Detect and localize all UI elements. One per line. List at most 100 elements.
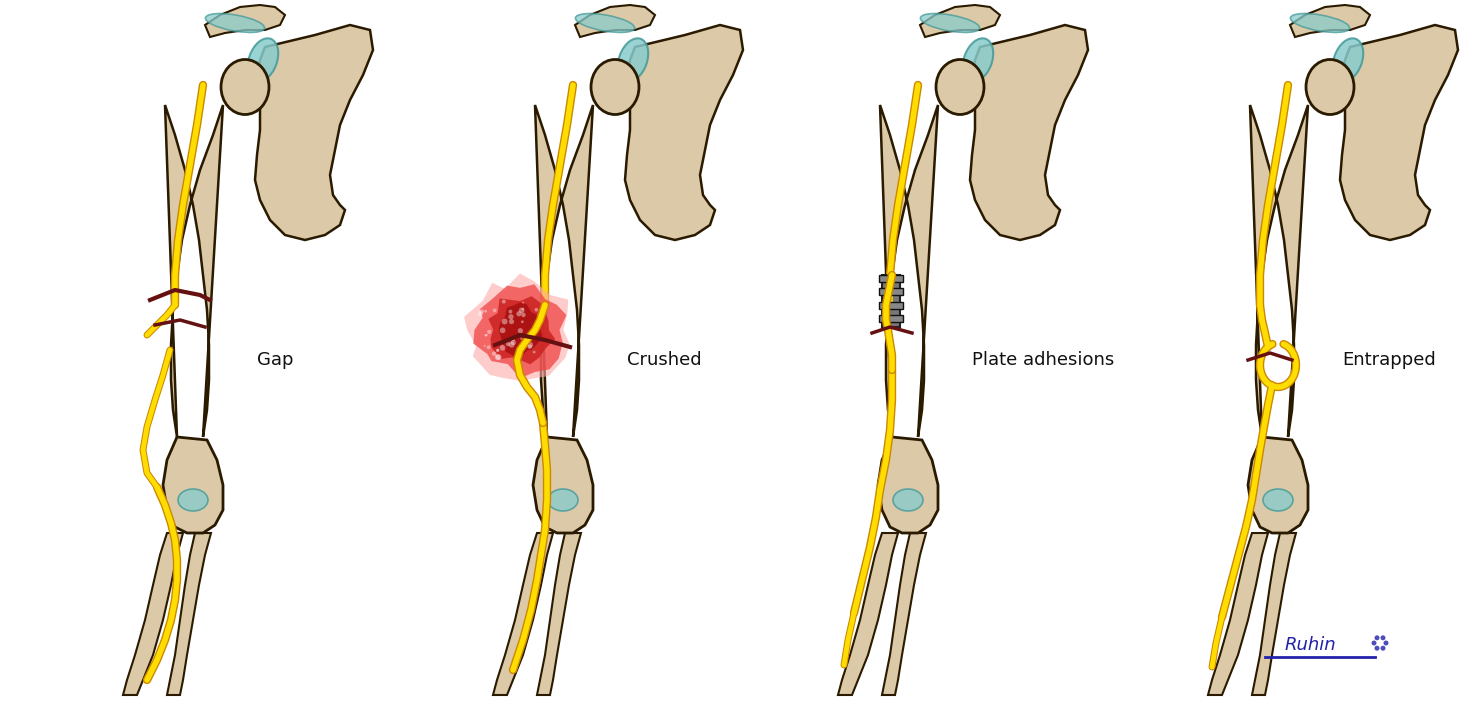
Ellipse shape [882,595,894,635]
Polygon shape [499,302,543,358]
Ellipse shape [521,338,522,340]
Bar [879,288,903,295]
Ellipse shape [484,310,487,312]
Ellipse shape [576,14,635,33]
Ellipse shape [617,38,648,82]
Polygon shape [1291,5,1370,37]
Ellipse shape [534,326,537,328]
Ellipse shape [1375,635,1379,640]
Ellipse shape [167,595,178,635]
Polygon shape [493,533,554,695]
Ellipse shape [591,59,639,115]
Ellipse shape [508,314,514,320]
Text: Ruhin: Ruhin [1285,636,1336,654]
Ellipse shape [509,319,514,324]
Polygon shape [167,533,212,695]
Ellipse shape [505,339,508,341]
Ellipse shape [1384,640,1388,645]
Bar [879,315,903,322]
Ellipse shape [511,340,517,345]
Text: Plate adhesions: Plate adhesions [972,351,1114,369]
Ellipse shape [509,310,512,313]
Ellipse shape [1375,646,1379,651]
Polygon shape [838,533,898,695]
Ellipse shape [496,355,502,360]
Ellipse shape [527,342,533,348]
Ellipse shape [935,59,984,115]
Ellipse shape [484,345,485,347]
Ellipse shape [1305,59,1354,115]
Ellipse shape [963,38,993,82]
Ellipse shape [480,310,484,314]
Polygon shape [878,437,938,533]
Polygon shape [123,533,184,695]
Polygon shape [163,437,223,533]
Ellipse shape [500,345,506,351]
Polygon shape [255,25,373,240]
Polygon shape [1339,25,1458,240]
Ellipse shape [522,302,524,304]
Polygon shape [1251,105,1308,437]
Ellipse shape [1252,595,1264,635]
Ellipse shape [521,320,524,323]
Polygon shape [465,273,570,381]
Polygon shape [881,105,938,437]
Ellipse shape [892,489,924,511]
Polygon shape [625,25,743,240]
Ellipse shape [494,355,500,360]
Ellipse shape [533,326,536,328]
Ellipse shape [206,14,265,33]
Ellipse shape [496,349,499,352]
Ellipse shape [548,489,579,511]
Bar [879,302,903,309]
Polygon shape [534,105,593,437]
Ellipse shape [518,328,522,334]
Ellipse shape [521,312,525,317]
Polygon shape [1248,437,1308,533]
Polygon shape [882,275,900,327]
Polygon shape [921,5,1000,37]
Ellipse shape [517,311,521,316]
Ellipse shape [178,489,209,511]
Ellipse shape [493,308,497,312]
Ellipse shape [491,352,496,356]
Ellipse shape [502,299,506,304]
Ellipse shape [537,595,548,635]
Ellipse shape [1372,640,1376,645]
Ellipse shape [1381,635,1385,640]
Ellipse shape [496,349,499,352]
Ellipse shape [519,307,524,313]
Ellipse shape [522,307,524,310]
Text: Entrapped: Entrapped [1342,351,1436,369]
Ellipse shape [1291,14,1350,33]
Polygon shape [164,105,223,437]
Ellipse shape [1333,38,1363,82]
Text: Crushed: Crushed [628,351,702,369]
Ellipse shape [527,344,531,349]
Ellipse shape [485,334,488,336]
Text: Gap: Gap [258,351,293,369]
Ellipse shape [534,308,539,312]
Ellipse shape [487,345,490,349]
Polygon shape [969,25,1088,240]
Polygon shape [474,284,567,378]
Ellipse shape [484,334,487,336]
Ellipse shape [502,318,508,325]
Polygon shape [537,533,582,695]
Ellipse shape [1381,646,1385,651]
Ellipse shape [511,336,515,341]
Ellipse shape [478,311,482,316]
Ellipse shape [921,14,980,33]
Bar [879,275,903,282]
Polygon shape [1252,533,1296,695]
Ellipse shape [509,341,515,347]
Ellipse shape [247,38,278,82]
Polygon shape [576,5,656,37]
Ellipse shape [533,351,536,353]
Polygon shape [882,533,926,695]
Ellipse shape [221,59,269,115]
Polygon shape [488,297,555,365]
Ellipse shape [487,330,491,334]
Ellipse shape [506,342,511,347]
Ellipse shape [1262,489,1294,511]
